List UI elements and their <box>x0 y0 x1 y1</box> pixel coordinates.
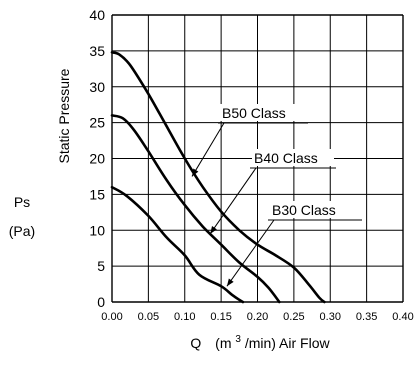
series-line-2 <box>110 185 245 304</box>
x-axis-unit-superscript: 3 <box>235 334 241 345</box>
y-axis-symbol: Ps <box>14 194 30 210</box>
y-tick-label: 10 <box>89 222 105 238</box>
x-tick-label: 0.35 <box>356 311 377 323</box>
y-tick-label: 0 <box>97 294 105 310</box>
x-tick-label: 0.10 <box>174 311 195 323</box>
x-axis-title: Q (m 3 /min) Air Flow <box>190 329 330 351</box>
y-tick-label: 15 <box>89 186 105 202</box>
series-group <box>110 51 326 304</box>
series-label-background <box>270 201 360 218</box>
y-tick-label: 40 <box>89 7 105 23</box>
x-tick-label: 0.15 <box>210 311 231 323</box>
tick-labels: 0 5 10 15 20 25 30 35 40 0.00 0.05 0.10 0.15 0.20 0.25… <box>89 7 413 323</box>
series-label-background <box>220 104 306 121</box>
series-labels: B50 Class B40 Class B30 Class <box>191 104 362 287</box>
series-label: B30 Class <box>272 202 336 218</box>
y-axis-unit: (Pa) <box>9 223 35 239</box>
x-axis-unit-pre: (m <box>215 335 231 351</box>
x-tick-label: 0.00 <box>101 311 122 323</box>
y-tick-label: 20 <box>89 151 105 167</box>
y-tick-label: 25 <box>89 115 105 131</box>
series-label: B50 Class <box>222 105 286 121</box>
y-axis-title: Static Pressure <box>56 68 72 163</box>
y-tick-label: 30 <box>89 79 105 95</box>
series-line-1 <box>110 114 281 304</box>
y-tick-label: 5 <box>97 258 105 274</box>
y-tick-label: 35 <box>89 43 105 59</box>
x-tick-label: 0.40 <box>392 311 413 323</box>
series-leader-line <box>226 219 275 287</box>
x-tick-label: 0.30 <box>320 311 341 323</box>
series-arrow-head <box>192 168 199 177</box>
x-tick-label: 0.05 <box>138 311 159 323</box>
x-tick-label: 0.25 <box>283 311 304 323</box>
series-arrow-head <box>226 278 234 287</box>
x-axis-unit-post: /min) Air Flow <box>245 335 331 351</box>
x-tick-label: 0.20 <box>247 311 268 323</box>
series-label: B40 Class <box>254 150 318 166</box>
series-arrow-head <box>210 226 217 234</box>
series-leader-line <box>191 122 225 177</box>
x-axis-symbol: Q <box>190 335 201 351</box>
series-label-background <box>252 149 334 166</box>
series-leader-line <box>209 167 257 235</box>
series-line-0 <box>110 51 326 304</box>
